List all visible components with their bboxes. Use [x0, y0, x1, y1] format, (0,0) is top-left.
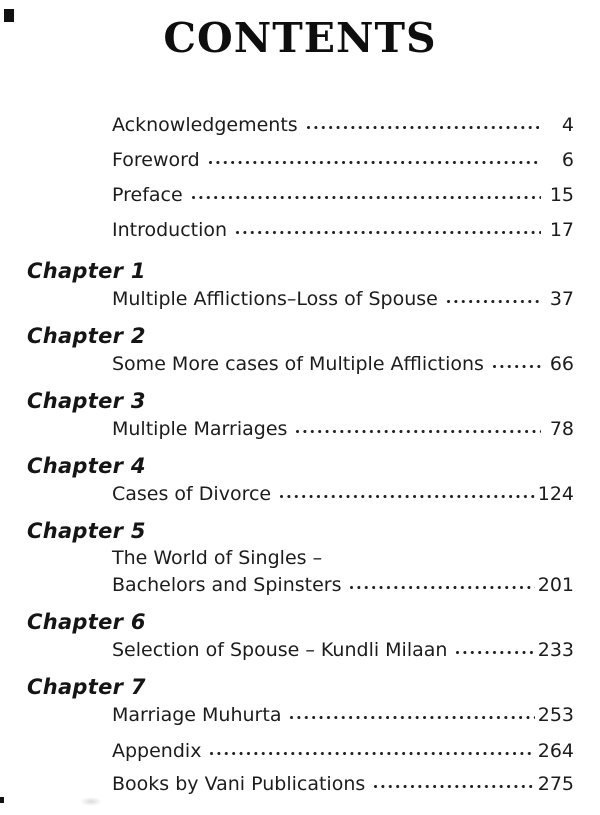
page-number: 6	[561, 149, 574, 171]
page-number: 124	[537, 483, 574, 505]
chapter-block: Chapter 6 Selection of Spouse – Kundli M…	[0, 608, 600, 664]
toc-entry: Acknowledgements 4	[112, 108, 574, 143]
dot-leader	[278, 493, 535, 500]
chapter-title: Multiple Afflictions–Loss of Spouse	[112, 288, 438, 310]
chapter-heading: Chapter 7	[27, 675, 146, 699]
chapter-block: Chapter 7 Marriage Muhurta 253	[0, 673, 600, 729]
toc-entry: Bachelors and Spinsters 201	[112, 571, 574, 599]
page-number: 253	[537, 704, 574, 726]
dot-leader	[454, 649, 535, 656]
page-number: 201	[537, 574, 574, 596]
dot-leader	[372, 783, 535, 790]
toc-entry-label: Preface	[112, 184, 183, 206]
dot-leader	[208, 750, 535, 757]
dot-leader	[189, 194, 541, 201]
dot-leader	[288, 714, 535, 721]
page-number: 15	[549, 184, 574, 206]
page-number: 233	[537, 639, 574, 661]
chapter-title: Marriage Muhurta	[112, 704, 282, 726]
dot-leader	[348, 584, 535, 591]
chapter-heading: Chapter 3	[27, 389, 146, 413]
toc-entry: Foreword 6	[112, 143, 574, 178]
toc-entry: Selection of Spouse – Kundli Milaan 233	[112, 636, 574, 664]
toc-entry-label: Books by Vani Publications	[112, 773, 366, 795]
chapter-heading: Chapter 2	[27, 324, 146, 348]
chapter-block: Chapter 3 Multiple Marriages 78	[0, 387, 600, 443]
back-matter-list: Appendix 264 Books by Vani Publications …	[0, 735, 600, 801]
dot-leader	[490, 363, 541, 370]
scan-artifact	[0, 797, 4, 803]
chapter-block: Chapter 2 Some More cases of Multiple Af…	[0, 322, 600, 378]
toc-entry: Books by Vani Publications 275	[112, 768, 574, 801]
dot-leader	[294, 428, 541, 435]
chapter-block: Chapter 4 Cases of Divorce 124	[0, 452, 600, 508]
chapter-title: Cases of Divorce	[112, 483, 272, 505]
toc-entry: Preface 15	[112, 178, 574, 213]
toc-entry: Multiple Afflictions–Loss of Spouse 37	[112, 285, 574, 313]
page-number: 4	[561, 114, 574, 136]
front-matter-list: Acknowledgements 4 Foreword 6 Preface 15…	[0, 108, 600, 248]
toc-entry: Multiple Marriages 78	[112, 415, 574, 443]
dot-leader	[444, 298, 541, 305]
chapter-title: Bachelors and Spinsters	[112, 574, 342, 596]
toc-entry-label: Acknowledgements	[112, 114, 298, 136]
chapter-heading: Chapter 6	[27, 610, 146, 634]
dot-leader	[304, 124, 541, 131]
page-number: 275	[537, 773, 574, 795]
chapter-heading: Chapter 5	[27, 519, 146, 543]
chapter-block: Chapter 5 The World of Singles – Bachelo…	[0, 517, 600, 599]
page-number: 78	[549, 418, 574, 440]
chapter-title: Selection of Spouse – Kundli Milaan	[112, 639, 448, 661]
chapter-title-line-1: The World of Singles –	[112, 547, 323, 569]
toc-entry-label: Foreword	[112, 149, 200, 171]
chapter-block: Chapter 1 Multiple Afflictions–Loss of S…	[0, 257, 600, 313]
dot-leader	[234, 229, 541, 236]
toc-entry: Cases of Divorce 124	[112, 480, 574, 508]
dot-leader	[206, 159, 541, 166]
chapter-title: Some More cases of Multiple Afflictions	[112, 353, 484, 375]
page-title: CONTENTS	[163, 14, 437, 62]
toc-entry: Marriage Muhurta 253	[112, 701, 574, 729]
toc-entry-label: Appendix	[112, 740, 202, 762]
chapter-heading: Chapter 4	[27, 454, 146, 478]
scan-smudge	[80, 797, 102, 806]
toc-entry: Some More cases of Multiple Afflictions …	[112, 350, 574, 378]
page-number: 17	[549, 219, 574, 241]
chapter-title: Multiple Marriages	[112, 418, 288, 440]
chapter-heading: Chapter 1	[27, 259, 146, 283]
toc-entry-label: Introduction	[112, 219, 228, 241]
page-number: 264	[537, 740, 574, 762]
toc-entry: Appendix 264	[112, 735, 574, 768]
page-number: 37	[549, 288, 574, 310]
scan-artifact	[4, 9, 14, 22]
chapter-list: Chapter 1 Multiple Afflictions–Loss of S…	[0, 257, 600, 729]
page-number: 66	[549, 353, 574, 375]
toc-entry: Introduction 17	[112, 213, 574, 248]
